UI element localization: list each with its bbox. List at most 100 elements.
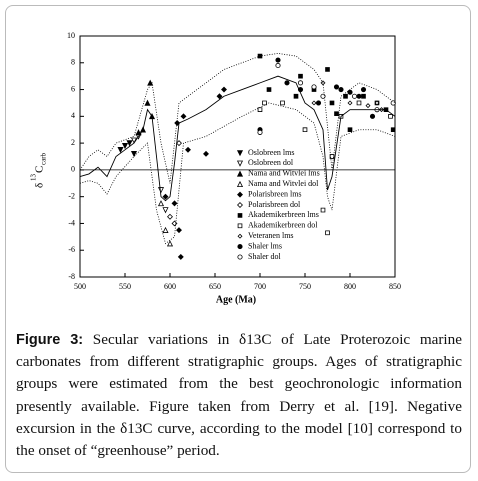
legend-marker [236,160,244,167]
x-tick-label: 850 [389,282,401,291]
legend-label: Oslobreen lms [248,148,294,157]
data-point [347,100,353,106]
data-point [266,87,272,92]
x-tick-label: 650 [209,282,221,291]
data-point [388,114,393,119]
data-point [311,84,317,90]
legend-label: Shaler dol [248,252,281,261]
y-tick-label: -4 [68,218,75,227]
data-point [121,142,129,150]
data-point [325,230,330,236]
data-point [298,73,303,79]
data-point [365,103,371,109]
data-point [162,226,169,233]
caption: Figure 3: Secular variations in δ13C of … [16,329,462,462]
y-tick-label: -8 [68,272,75,281]
data-point [257,129,263,135]
data-point [157,187,165,194]
x-tick-label: 800 [344,282,356,291]
legend-label: Nama and Witvlei dol [248,179,319,188]
data-point [320,207,326,213]
legend-marker [237,202,243,208]
data-point [343,93,348,99]
data-point [311,100,317,106]
legend-label: Shaler lms [248,241,282,250]
data-point [275,57,281,63]
data-point [167,213,173,220]
data-point [280,100,285,106]
data-point [171,200,178,207]
data-point [221,86,227,93]
data-point [302,127,308,133]
curve [79,53,396,184]
curve [79,102,396,245]
y-axis-label: δ 13 C carb [30,152,48,188]
data-point [117,147,124,154]
y-tick-label: 2 [71,138,75,147]
caption-label: Figure 3: [16,332,84,348]
legend-label: Akademikerbreen dol [248,221,318,230]
data-point [351,93,358,99]
legend-marker [237,244,243,250]
data-point [284,80,290,86]
legend-marker [236,180,244,187]
data-point [360,86,367,93]
y-label-sub: carb [40,152,48,165]
data-point [297,80,304,86]
x-tick-label: 700 [254,282,266,291]
data-point [157,200,165,207]
data-point [162,193,169,200]
y-tick-label: 6 [71,84,75,93]
x-tick-label: 550 [119,282,131,291]
data-point [130,151,138,158]
y-tick-label: 8 [71,58,75,67]
data-point [166,240,174,247]
data-point [338,86,344,93]
y-tick-label: -2 [68,191,75,200]
data-point [176,227,182,234]
data-point [293,93,299,99]
legend-marker [237,213,243,218]
data-point [174,120,181,126]
data-point [126,140,133,147]
data-point [216,93,223,100]
data-point [203,150,209,157]
data-point [347,127,353,133]
y-tick-label: 4 [71,111,75,120]
x-tick-label: 500 [74,282,86,291]
data-point [356,93,362,99]
legend-label: Nama and Witvlei lms [248,169,320,178]
data-point [369,113,376,119]
data-point [390,100,396,106]
data-point [325,67,330,72]
data-point [275,62,281,69]
legend-label: Akademikerbreen lms [248,210,319,219]
legend-label: Polarisbreen lms [248,189,302,198]
data-point [329,100,335,106]
legend-marker [237,233,243,239]
data-point [171,220,178,227]
data-point [262,100,267,106]
legend-marker [236,170,244,177]
y-label-base: C [34,166,46,173]
legend-marker [236,150,244,157]
data-point [176,140,182,147]
figure-frame [5,5,471,473]
legend-label: Oslobreen dol [248,158,294,167]
caption-text: Secular variations in δ13C of Late Prote… [16,331,462,460]
x-tick-label: 600 [164,282,176,291]
data-point [180,113,187,120]
chart: Age (Ma) δ 13 C carb 500 550 600 650 700 750 8… [30,31,401,305]
data-point [315,100,322,106]
data-point [356,100,362,106]
data-point [347,89,353,95]
x-tick-label: 750 [299,282,311,291]
data-point [144,99,151,106]
y-label-symbol: δ [34,183,46,188]
legend-label: Veteranen lms [248,231,294,240]
data-point [334,111,339,116]
legend-label: Polarisbreen dol [248,200,301,209]
data-point [130,137,138,144]
y-tick-label: 0 [71,165,75,174]
